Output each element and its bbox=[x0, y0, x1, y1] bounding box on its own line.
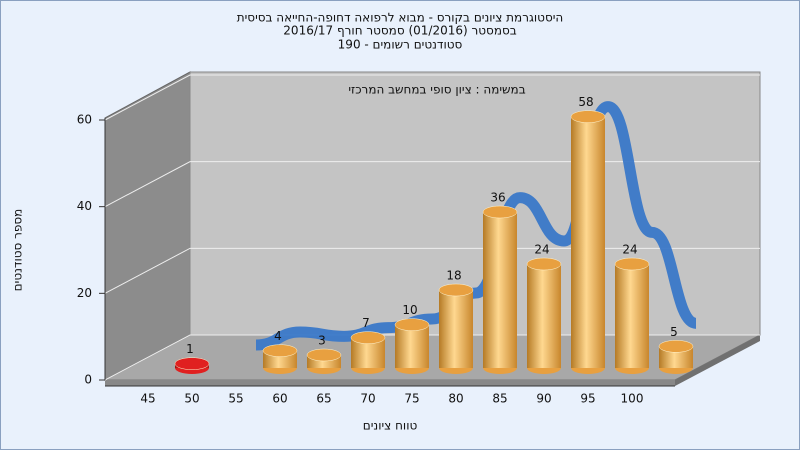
grid-line bbox=[104, 334, 760, 381]
bar-top bbox=[482, 205, 518, 219]
x-tick-label: 75 bbox=[404, 392, 419, 406]
x-tick-label: 85 bbox=[492, 392, 507, 406]
bar-top bbox=[438, 283, 474, 297]
data-label: 7 bbox=[362, 316, 370, 330]
data-label: 18 bbox=[446, 269, 461, 283]
annotation: במשימה : ציון סופי במחשב המרכזי bbox=[348, 83, 525, 97]
bar-top bbox=[394, 318, 430, 331]
grid-line bbox=[104, 247, 760, 294]
x-axis-label: טווח ציונים bbox=[363, 419, 418, 433]
x-tick-label: 90 bbox=[536, 392, 551, 406]
bar-top bbox=[614, 257, 650, 271]
bar-top bbox=[174, 357, 210, 370]
grid-line bbox=[104, 74, 760, 121]
bar-top bbox=[570, 110, 606, 123]
x-tick-label: 80 bbox=[448, 392, 463, 406]
x-tick-label: 70 bbox=[360, 392, 375, 406]
x-tick-label: 50 bbox=[184, 392, 199, 406]
bar-top bbox=[658, 340, 694, 353]
data-label: 3 bbox=[318, 334, 326, 348]
data-label: 10 bbox=[402, 303, 417, 317]
bar bbox=[483, 212, 517, 368]
chart-title: היסטוגרמת ציונים בקורס - מבוא לרפואה דחו… bbox=[237, 11, 564, 25]
x-tick-label: 100 bbox=[621, 392, 644, 406]
bar-top bbox=[306, 348, 342, 362]
y-tick-label: 40 bbox=[77, 199, 92, 213]
bar bbox=[395, 324, 429, 368]
x-tick-label: 95 bbox=[580, 392, 595, 406]
bar-top bbox=[350, 331, 386, 344]
bar-top bbox=[526, 257, 562, 271]
data-label: 58 bbox=[578, 95, 593, 109]
bar bbox=[527, 264, 561, 368]
bar bbox=[571, 116, 605, 369]
x-tick-label: 65 bbox=[316, 392, 331, 406]
grid-line bbox=[104, 161, 760, 208]
bar bbox=[615, 264, 649, 368]
x-tick-label: 45 bbox=[140, 392, 155, 406]
data-label: 5 bbox=[670, 325, 678, 339]
x-tick-label: 55 bbox=[228, 392, 243, 406]
bar-top bbox=[262, 344, 298, 357]
subtitle: סטודנטים רשומים - 190 bbox=[338, 38, 463, 52]
floor-edge bbox=[105, 380, 675, 386]
floor-edge bbox=[675, 335, 760, 386]
subtitle: בסמסטר (01/2016) סמסטר חורף 2016/17 bbox=[283, 24, 516, 38]
data-label: 24 bbox=[622, 243, 637, 257]
left-wall bbox=[104, 71, 191, 381]
y-tick-label: 20 bbox=[77, 286, 92, 300]
y-axis-label: מספר סטודנטים bbox=[11, 209, 25, 292]
bar bbox=[439, 290, 473, 368]
data-label: 1 bbox=[186, 342, 194, 356]
y-tick-label: 60 bbox=[77, 113, 92, 127]
data-label: 24 bbox=[534, 243, 549, 257]
data-label: 4 bbox=[274, 329, 282, 343]
data-label: 36 bbox=[490, 191, 505, 205]
x-tick-label: 60 bbox=[272, 392, 287, 406]
y-tick-label: 0 bbox=[84, 373, 92, 387]
